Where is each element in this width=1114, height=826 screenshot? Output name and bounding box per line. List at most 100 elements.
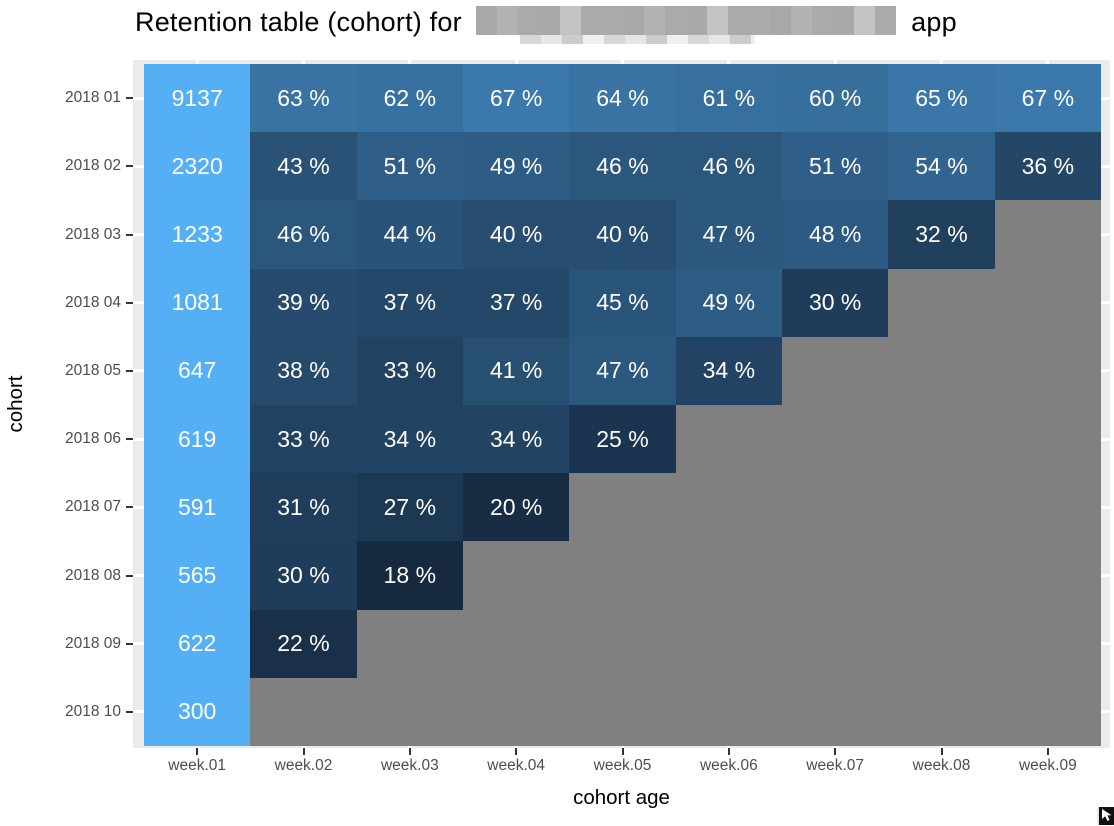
na-cell xyxy=(994,404,1101,474)
y-tick-label: 2018 05 xyxy=(64,361,121,379)
na-cell xyxy=(888,609,995,678)
cohort-size-cell: 1081 xyxy=(144,268,251,337)
cohort-size-cell: 300 xyxy=(144,677,251,746)
y-tick-label: 2018 09 xyxy=(64,634,121,652)
na-cell xyxy=(994,336,1101,405)
x-tick-label: week.05 xyxy=(593,757,652,774)
y-tick-label: 2018 07 xyxy=(64,498,121,516)
x-tick-label: week.01 xyxy=(168,757,227,774)
x-tick-mark xyxy=(408,748,411,755)
y-tick-mark xyxy=(126,97,133,100)
na-cell xyxy=(782,404,889,474)
plot-panel: 9137 63 % 62 % 67 % 64 % 61 % 60 % 65 % 67 % 2320… xyxy=(133,60,1110,748)
x-tick-label: week.08 xyxy=(912,757,971,774)
y-tick-label: 2018 10 xyxy=(64,702,121,720)
na-cell xyxy=(888,404,995,474)
na-cell xyxy=(782,609,889,678)
y-tick-label: 2018 01 xyxy=(64,89,121,107)
retention-cell: 54 % xyxy=(888,132,995,201)
retention-cell: 44 % xyxy=(356,200,463,269)
y-tick-mark xyxy=(126,301,133,304)
retention-cell: 41 % xyxy=(463,336,570,405)
redacted-app-name xyxy=(476,6,897,44)
retention-cell: 63 % xyxy=(250,64,357,133)
y-tick-label: 2018 06 xyxy=(64,430,121,448)
na-cell xyxy=(675,541,782,610)
na-cell xyxy=(888,541,995,610)
retention-cell: 40 % xyxy=(569,200,676,269)
cohort-size-cell: 1233 xyxy=(144,200,251,269)
retention-cell: 46 % xyxy=(675,132,782,201)
x-tick-label: week.09 xyxy=(1018,757,1077,774)
na-cell xyxy=(782,473,889,542)
x-tick-mark xyxy=(1046,748,1049,755)
y-tick-mark xyxy=(126,233,133,236)
retention-cell: 45 % xyxy=(569,268,676,337)
na-cell xyxy=(782,336,889,405)
cohort-size-cell: 619 xyxy=(144,404,251,474)
y-tick-mark xyxy=(126,506,133,509)
retention-cell: 30 % xyxy=(250,541,357,610)
retention-cell: 51 % xyxy=(356,132,463,201)
na-cell xyxy=(888,268,995,337)
na-cell xyxy=(675,473,782,542)
cohort-size-cell: 565 xyxy=(144,541,251,610)
na-cell xyxy=(675,404,782,474)
na-cell xyxy=(994,541,1101,610)
retention-cell: 43 % xyxy=(250,132,357,201)
na-cell xyxy=(463,541,570,610)
cohort-size-cell: 591 xyxy=(144,473,251,542)
retention-cell: 37 % xyxy=(356,268,463,337)
na-cell xyxy=(250,677,357,746)
y-tick-label: 2018 08 xyxy=(64,566,121,584)
x-tick-label: week.06 xyxy=(699,757,758,774)
retention-cell: 39 % xyxy=(250,268,357,337)
retention-cell: 60 % xyxy=(782,64,889,133)
y-tick-mark xyxy=(126,642,133,645)
retention-cell: 33 % xyxy=(356,336,463,405)
x-tick-label: week.03 xyxy=(380,757,439,774)
retention-cell: 47 % xyxy=(569,336,676,405)
y-tick-label: 2018 02 xyxy=(64,157,121,175)
retention-cell: 25 % xyxy=(569,404,676,474)
na-cell xyxy=(782,677,889,746)
retention-cell: 64 % xyxy=(569,64,676,133)
y-tick-mark xyxy=(126,438,133,441)
na-cell xyxy=(888,677,995,746)
retention-cell: 48 % xyxy=(782,200,889,269)
retention-cell: 34 % xyxy=(463,404,570,474)
retention-cell: 40 % xyxy=(463,200,570,269)
x-tick-mark xyxy=(196,748,199,755)
cohort-size-cell: 2320 xyxy=(144,132,251,201)
na-cell xyxy=(888,473,995,542)
retention-cell: 38 % xyxy=(250,336,357,405)
retention-cell: 36 % xyxy=(994,132,1101,201)
chart-title-prefix: Retention table (cohort) for xyxy=(135,7,462,37)
y-tick-label: 2018 03 xyxy=(64,225,121,243)
retention-cell: 32 % xyxy=(888,200,995,269)
retention-cell: 49 % xyxy=(675,268,782,337)
na-cell xyxy=(569,541,676,610)
na-cell xyxy=(569,609,676,678)
retention-cell: 47 % xyxy=(675,200,782,269)
mouse-cursor-icon xyxy=(1097,807,1114,825)
na-cell xyxy=(994,268,1101,337)
x-tick-mark xyxy=(940,748,943,755)
na-cell xyxy=(675,609,782,678)
x-tick-mark xyxy=(302,748,305,755)
cohort-size-cell: 9137 xyxy=(144,64,251,133)
na-cell xyxy=(994,473,1101,542)
retention-cell: 20 % xyxy=(463,473,570,542)
retention-cell: 27 % xyxy=(356,473,463,542)
na-cell xyxy=(888,336,995,405)
retention-cell: 46 % xyxy=(250,200,357,269)
retention-cell: 30 % xyxy=(782,268,889,337)
chart-title: Retention table (cohort) for app xyxy=(135,6,957,44)
retention-cell: 34 % xyxy=(675,336,782,405)
retention-cell: 33 % xyxy=(250,404,357,474)
na-cell xyxy=(356,609,463,678)
cohort-size-cell: 647 xyxy=(144,336,251,405)
retention-cell: 67 % xyxy=(463,64,570,133)
na-cell xyxy=(994,677,1101,746)
